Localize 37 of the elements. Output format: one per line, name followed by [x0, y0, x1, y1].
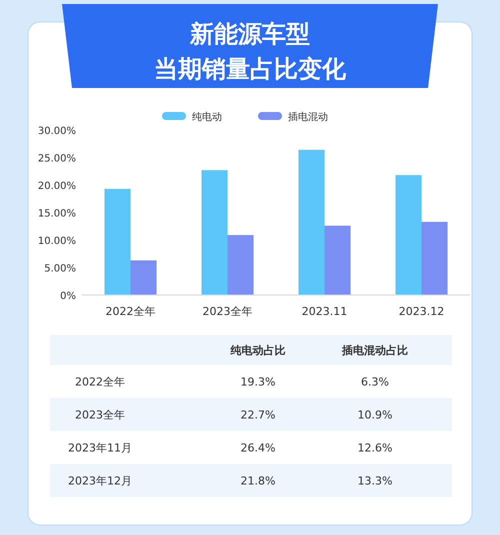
text: 13.3%	[358, 474, 392, 488]
text: 19.3%	[240, 376, 276, 388]
x-tick-label: 2023.12	[398, 305, 444, 318]
category-label: 2023全年	[75, 408, 125, 422]
text: 26.4%	[240, 442, 276, 454]
bar	[298, 150, 324, 295]
y-tick-label: 20.00%	[38, 181, 76, 192]
y-tick-label: 30.00%	[38, 126, 76, 137]
text: 12.6%	[358, 442, 392, 454]
text: 插电混动占比	[341, 344, 408, 357]
category-label: 2022全年	[75, 376, 125, 388]
x-tick-label: 2023.11	[302, 305, 348, 318]
bar	[324, 226, 350, 295]
y-tick-label: 15.00%	[38, 208, 76, 220]
bar	[228, 235, 254, 295]
chart-subtitle: 当期销量占比变化	[154, 55, 347, 83]
y-tick-label: 25.00%	[38, 154, 76, 164]
legend-label: 插电混动	[288, 111, 328, 123]
x-tick-label: 2022全年	[106, 305, 156, 318]
bar	[104, 188, 130, 295]
text: 21.8%	[240, 474, 276, 488]
y-tick-label: 5.00%	[44, 264, 76, 274]
bar	[396, 175, 422, 295]
bar	[202, 170, 228, 295]
text: 22.7%	[240, 408, 276, 422]
bar	[130, 260, 156, 295]
text: 纯电动占比	[230, 344, 286, 357]
category-label: 2023年12月	[68, 474, 132, 488]
x-tick-label: 2023全年	[202, 305, 252, 318]
legend-label: 纯电动	[192, 111, 222, 123]
y-tick-label: 0%	[60, 291, 76, 302]
y-tick-label: 10.00%	[38, 236, 76, 247]
text: 6.3%	[361, 376, 389, 388]
category-label: 2023年11月	[68, 442, 132, 454]
bar	[422, 222, 448, 295]
chart-title: 新能源车型	[189, 20, 310, 48]
text: 10.9%	[358, 408, 392, 422]
